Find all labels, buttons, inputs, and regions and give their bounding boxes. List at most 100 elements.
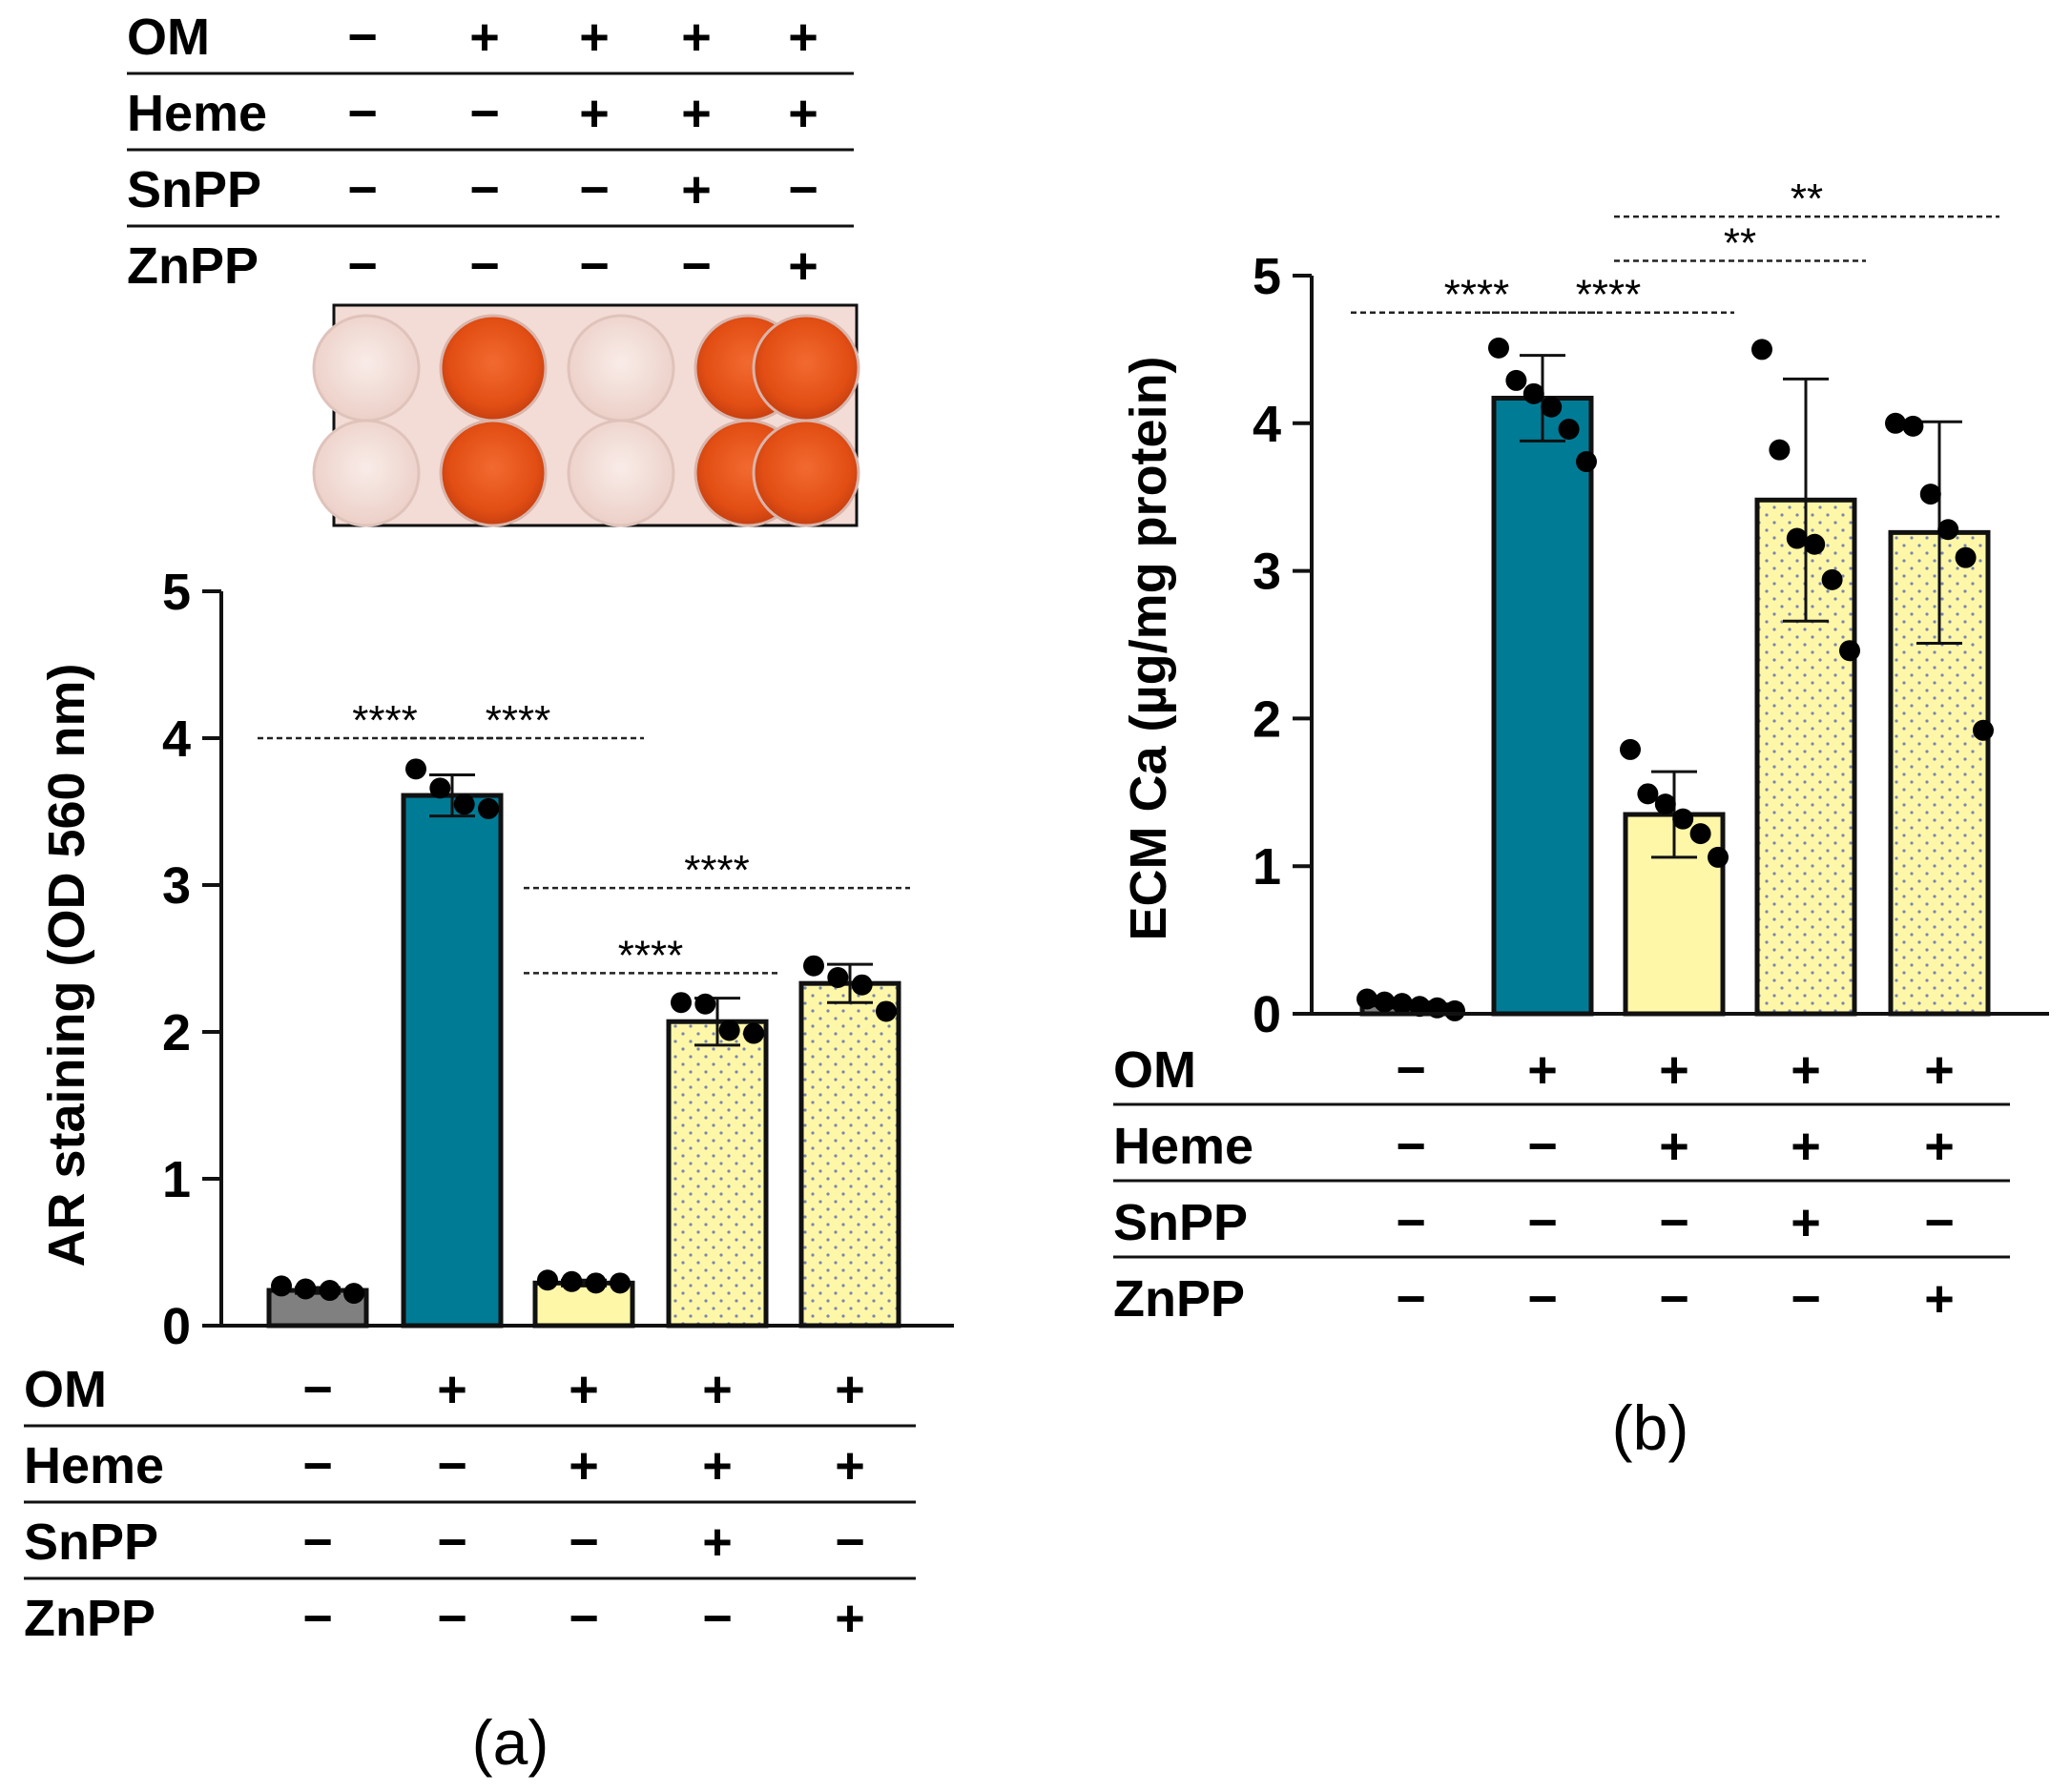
condition-label-om: OM [1113, 1041, 1196, 1099]
plus-sign: + [1659, 1118, 1689, 1175]
significance-label: **** [486, 697, 551, 744]
minus-sign: − [579, 161, 610, 218]
significance-label: **** [1576, 272, 1642, 319]
data-point [1374, 991, 1396, 1013]
data-point [1769, 439, 1791, 461]
data-point [1821, 568, 1843, 590]
data-point [1357, 988, 1377, 1010]
plus-sign: + [579, 9, 610, 66]
minus-sign: − [1791, 1270, 1821, 1328]
plus-sign: + [681, 85, 712, 142]
significance-label: **** [684, 847, 750, 894]
minus-sign: − [1396, 1118, 1426, 1175]
condition-label-znpp: ZnPP [127, 237, 259, 295]
condition-label-znpp: ZnPP [1113, 1270, 1245, 1328]
plus-sign: + [702, 1437, 733, 1494]
data-point [610, 1272, 631, 1294]
data-point [1708, 846, 1729, 868]
bar [1491, 395, 1594, 1017]
significance-label: **** [618, 932, 684, 978]
data-point [1786, 527, 1808, 549]
minus-sign: − [569, 1590, 599, 1647]
plus-sign: + [1924, 1270, 1955, 1328]
plus-sign: + [835, 1590, 865, 1647]
condition-label-heme: Heme [127, 85, 267, 142]
data-point [1409, 996, 1431, 1018]
y-tick-label: 3 [162, 857, 191, 915]
data-point [1804, 533, 1826, 555]
y-tick-label: 5 [1253, 248, 1281, 305]
data-point [537, 1269, 558, 1291]
significance-label: ** [1724, 220, 1756, 267]
condition-label-snpp: SnPP [127, 161, 261, 218]
data-point [1672, 808, 1694, 830]
plus-sign: + [788, 237, 818, 295]
y-tick-label: 5 [162, 564, 191, 621]
data-point [1558, 418, 1580, 440]
data-point [827, 967, 849, 989]
y-tick-label: 4 [162, 711, 191, 768]
stained-well [752, 314, 860, 422]
y-tick-label: 3 [1253, 544, 1281, 601]
minus-sign: − [702, 1590, 733, 1647]
data-point [1751, 339, 1772, 360]
minus-sign: − [437, 1437, 467, 1494]
condition-label-znpp: ZnPP [24, 1590, 155, 1647]
plus-sign: + [469, 9, 500, 66]
minus-sign: − [1527, 1194, 1558, 1251]
minus-sign: − [469, 237, 500, 295]
data-point [1955, 546, 1977, 568]
data-point [478, 797, 499, 819]
data-point [1505, 369, 1527, 391]
significance-label: **** [1444, 272, 1510, 319]
minus-sign: − [1659, 1270, 1689, 1328]
data-point [1654, 793, 1676, 815]
condition-label-om: OM [127, 9, 210, 66]
data-point [271, 1275, 292, 1297]
stained-well [439, 419, 548, 527]
minus-sign: − [469, 161, 500, 218]
plus-sign: + [1527, 1041, 1558, 1099]
minus-sign: − [302, 1361, 333, 1418]
data-point [343, 1283, 364, 1305]
data-point [429, 777, 451, 799]
panel-a-condition-table-bottom: OM Heme SnPP ZnPP − + + + + − − + + + − − − + − − − − − + [24, 1361, 916, 1647]
plus-sign: + [569, 1437, 599, 1494]
data-point [1637, 783, 1659, 805]
significance-label: **** [352, 697, 418, 744]
y-tick-label: 0 [162, 1298, 191, 1355]
plus-sign: + [1924, 1118, 1955, 1175]
minus-sign: − [1527, 1270, 1558, 1328]
data-point [319, 1280, 341, 1302]
y-tick-label: 4 [1253, 396, 1281, 453]
plus-sign: + [437, 1361, 467, 1418]
plus-sign: + [702, 1514, 733, 1571]
minus-sign: − [1396, 1270, 1426, 1328]
data-point [1620, 738, 1641, 760]
y-tick-label: 1 [1253, 838, 1281, 896]
minus-sign: − [347, 85, 378, 142]
minus-sign: − [469, 85, 500, 142]
minus-sign: − [347, 161, 378, 218]
unstained-well [567, 419, 675, 527]
data-point [851, 974, 873, 996]
data-point [585, 1272, 607, 1294]
plus-sign: + [1791, 1194, 1821, 1251]
plus-sign: + [1659, 1041, 1689, 1099]
data-point [1919, 484, 1941, 505]
plus-sign: + [788, 9, 818, 66]
data-point [1488, 337, 1509, 359]
bar [798, 980, 901, 1329]
data-point [1522, 382, 1544, 404]
data-point [694, 993, 716, 1015]
data-point [1937, 519, 1959, 541]
minus-sign: − [1396, 1041, 1426, 1099]
data-point [1839, 640, 1860, 662]
bar [666, 1019, 769, 1329]
minus-sign: − [579, 237, 610, 295]
minus-sign: − [347, 237, 378, 295]
y-axis-label: ECM Ca (µg/mg protein) [1120, 356, 1177, 940]
data-point [1541, 396, 1563, 418]
bar [401, 793, 504, 1329]
